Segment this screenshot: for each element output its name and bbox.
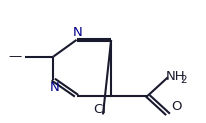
Text: NH: NH (166, 70, 186, 83)
Text: N: N (73, 26, 82, 39)
Text: O: O (171, 100, 181, 113)
Text: Cl: Cl (94, 103, 107, 116)
Text: 2: 2 (180, 75, 187, 85)
Text: N: N (49, 81, 59, 94)
Text: —: — (8, 50, 22, 63)
